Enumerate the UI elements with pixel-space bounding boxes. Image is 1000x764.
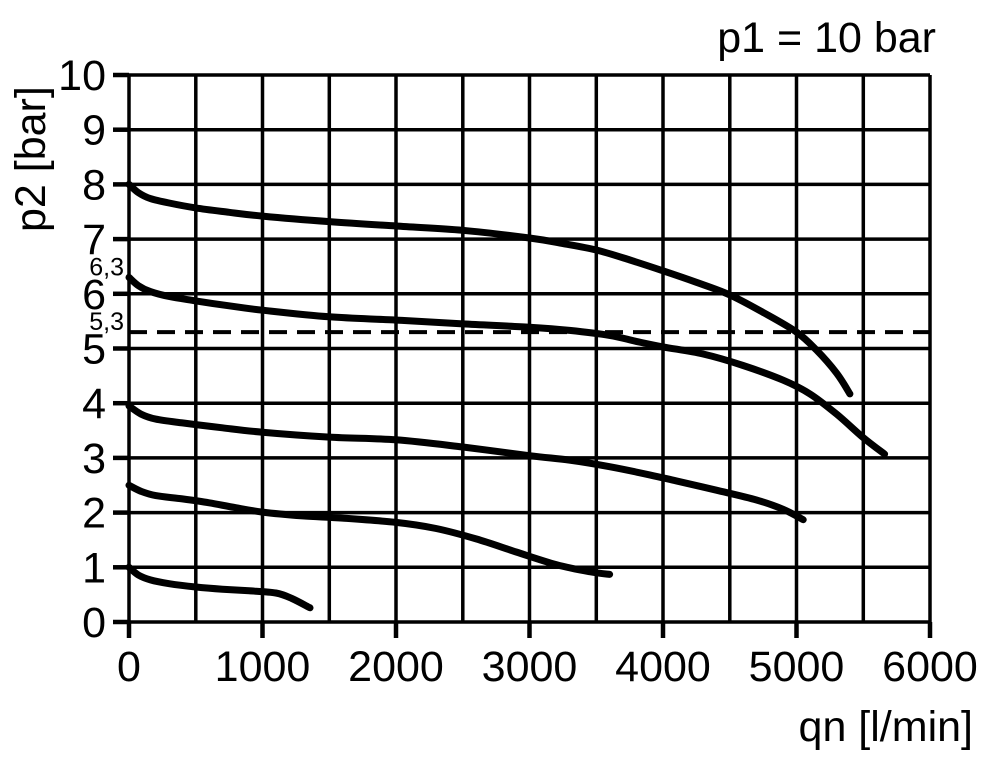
y-tick-label: 7 (82, 216, 106, 264)
x-axis-label: qn [l/min] (799, 703, 973, 751)
x-tick-label: 5000 (749, 643, 845, 691)
x-tick-label: 0 (117, 643, 141, 691)
y-tick-label: 0 (82, 599, 106, 647)
special-y-tick-label: 6,3 (89, 253, 124, 281)
y-tick-label: 8 (82, 161, 106, 209)
grid (127, 73, 932, 624)
curve-set-pressure-1-bar (125, 563, 314, 612)
x-tick-label: 4000 (615, 643, 711, 691)
curve-set-pressure-2.5-bar (125, 481, 614, 578)
y-axis-label: p2 [bar] (7, 86, 55, 232)
curves (125, 180, 889, 612)
y-tick-label: 3 (82, 435, 106, 483)
curve-set-pressure-6.3-bar (125, 273, 889, 458)
y-tick-label: 6 (82, 271, 106, 319)
axis-ticks (113, 72, 933, 638)
y-tick-label: 9 (82, 107, 106, 155)
x-tick-label: 2000 (348, 643, 444, 691)
axis-tick-labels: 0 1000 2000 3000 4000 5000 6000 0 1 2 3 4 5 6 7 8 9 10 6,3… (58, 52, 978, 691)
y-tick-label: 10 (58, 52, 106, 100)
curve-set-pressure-4-bar (125, 402, 807, 524)
special-y-tick-label: 5,3 (89, 308, 124, 336)
x-tick-label: 3000 (482, 643, 578, 691)
x-tick-label: 6000 (882, 643, 978, 691)
y-tick-label: 1 (82, 544, 106, 592)
curve-set-pressure-8-bar (125, 180, 854, 398)
y-tick-label: 2 (82, 490, 106, 538)
y-tick-label: 5 (82, 326, 106, 374)
y-tick-label: 4 (82, 380, 106, 428)
x-tick-label: 1000 (215, 643, 311, 691)
chart-title: p1 = 10 bar (717, 14, 936, 62)
